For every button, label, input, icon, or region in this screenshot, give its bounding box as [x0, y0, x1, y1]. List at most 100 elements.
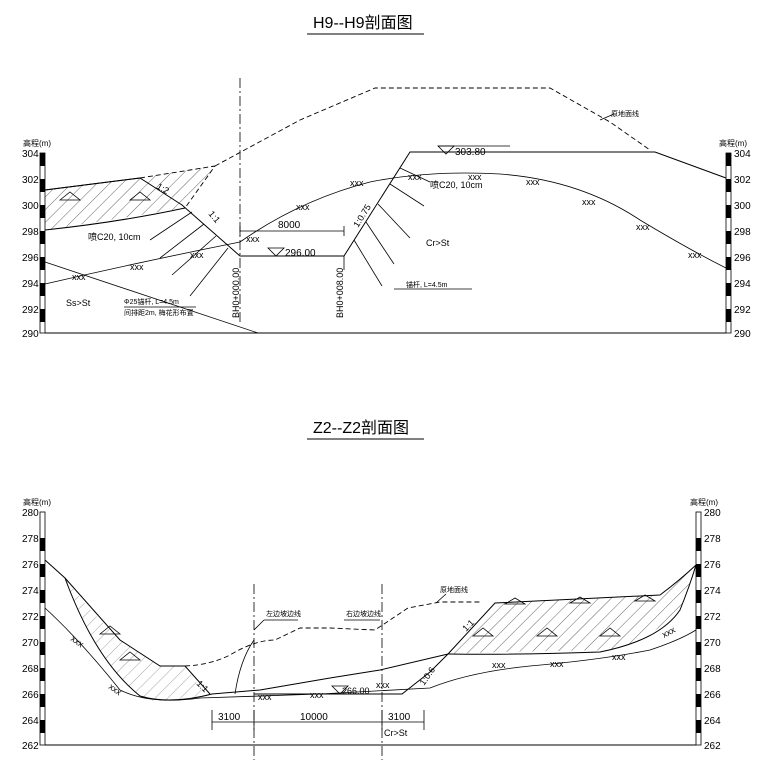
rock-mark: xxx — [408, 172, 422, 182]
h9-lower-line — [44, 261, 259, 334]
h9-title: H9--H9剖面图 — [313, 14, 413, 32]
tick-label: 274 — [22, 586, 39, 597]
fill-symbol — [633, 594, 657, 602]
tick-label: 264 — [22, 716, 39, 727]
h9-fill-area — [45, 166, 215, 230]
tick-label: 270 — [22, 638, 39, 649]
z2-right-ticks: 280 278 276 274 272 270 268 266 264 262 — [704, 508, 721, 752]
rock-mark: xxx — [636, 222, 650, 232]
rock-mark: xxx — [526, 177, 540, 187]
h9-left-ticks: 304 302 300 298 296 294 292 290 — [22, 149, 39, 340]
tick-label: 294 — [734, 279, 751, 290]
h9-rock-left: Ss>St — [66, 298, 91, 308]
tick-label: 300 — [22, 201, 39, 212]
tick-label: 270 — [704, 638, 721, 649]
rock-mark: xxx — [376, 680, 390, 690]
rock-mark: xxx — [130, 262, 144, 272]
z2-rock-curve-left — [64, 577, 213, 701]
z2-left-line-label: 左边坡边线 — [266, 609, 301, 618]
z2-right-scale-bar — [695, 511, 702, 746]
tick-label: 262 — [704, 741, 721, 752]
tick-label: 280 — [22, 508, 39, 519]
rock-mark: xxx — [350, 178, 364, 188]
tick-label: 294 — [22, 279, 39, 290]
tick-label: 276 — [704, 560, 721, 571]
rock-mark: xxx — [72, 272, 86, 282]
h9-fill-bottom-edge — [44, 207, 186, 231]
rock-mark: xxx — [582, 197, 596, 207]
rock-mark: xxx — [468, 172, 482, 182]
h9-right-elev-label: 高程(m) — [719, 138, 747, 148]
z2-fill-area-right — [448, 565, 696, 654]
tick-label: 290 — [22, 329, 39, 340]
tick-label: 266 — [22, 690, 39, 701]
tick-label: 304 — [734, 149, 751, 160]
z2-right-elev-label: 高程(m) — [690, 497, 718, 507]
h9-ground-leader — [599, 113, 615, 121]
tick-label: 296 — [734, 253, 751, 264]
z2-left-curve — [234, 639, 255, 695]
h9-left-anchors — [149, 211, 229, 297]
z2-dim-mid: 10000 — [300, 712, 328, 723]
z2-dim-left: 3100 — [218, 712, 241, 723]
z2-excavation-bottom — [211, 653, 449, 695]
fill-symbol — [598, 627, 622, 637]
tick-label: 268 — [22, 664, 39, 675]
tick-label: 292 — [22, 305, 39, 316]
z2-rock-label: Cr>St — [384, 728, 408, 738]
tick-label: 274 — [704, 586, 721, 597]
tick-label: 280 — [704, 508, 721, 519]
rock-mark: xxx — [258, 692, 272, 702]
tick-label: 292 — [734, 305, 751, 316]
h9-bottom-elev-marker — [267, 247, 285, 257]
h9-top-elev-marker — [437, 145, 455, 155]
tick-label: 278 — [704, 534, 721, 545]
z2-left-elev-label: 高程(m) — [23, 497, 51, 507]
tick-label: 272 — [704, 612, 721, 623]
rock-mark: xxx — [296, 202, 310, 212]
z2-left-ticks: 280 278 276 274 272 270 268 266 264 262 — [22, 508, 39, 752]
h9-rock-right: Cr>St — [426, 238, 450, 248]
h9-excavation-line — [44, 151, 727, 257]
h9-anchor-left-2: 间排距2m, 梅花形布置 — [124, 308, 194, 317]
h9-anchor-right: 锚杆, L=4.5m — [406, 280, 448, 289]
h9-left-scale-bar — [39, 152, 46, 334]
rock-mark: xxx — [246, 234, 260, 244]
h9-shotcrete-right: 喷C20, 10cm — [430, 180, 483, 190]
z2-title: Z2--Z2剖面图 — [313, 419, 409, 437]
z2-section: Z2--Z2剖面图 高程(m) 280 278 276 274 272 270 … — [22, 419, 721, 760]
h9-rock-line — [44, 172, 727, 285]
z2-excavation-left — [44, 559, 211, 695]
tick-label: 278 — [22, 534, 39, 545]
fill-symbol — [535, 627, 559, 637]
h9-shotcrete-left: 喷C20, 10cm — [88, 232, 141, 242]
tick-label: 276 — [22, 560, 39, 571]
fill-symbol — [568, 596, 592, 604]
z2-right-line-label: 右边坡边线 — [346, 609, 381, 618]
z2-bottom-elev: 266.00 — [342, 686, 370, 696]
z2-fill-right-bottom — [447, 564, 697, 655]
z2-left-scale-bar — [39, 511, 46, 746]
rock-mark: xxx — [492, 660, 506, 670]
h9-top-elev: 303.80 — [455, 147, 486, 158]
h9-section: H9--H9剖面图 高程(m) 304 302 300 298 296 294 … — [22, 14, 751, 340]
h9-slope-left: 1:1 — [206, 209, 222, 225]
z2-dim-right: 3100 — [388, 712, 411, 723]
h9-original-ground — [214, 87, 651, 167]
rock-mark: xxx — [107, 681, 124, 697]
z2-original-ground — [184, 601, 480, 667]
z2-fill-area-left — [45, 560, 205, 702]
rock-mark: xxx — [550, 659, 564, 669]
tick-label: 302 — [734, 175, 751, 186]
h9-left-elev-label: 高程(m) — [23, 138, 51, 148]
rock-mark: xxx — [612, 652, 626, 662]
rock-mark: xxx — [688, 250, 702, 260]
tick-label: 268 — [704, 664, 721, 675]
h9-right-scale-bar — [725, 152, 732, 334]
z2-rock-line — [44, 607, 697, 701]
h9-fill-symbol — [58, 191, 82, 201]
tick-label: 302 — [22, 175, 39, 186]
fill-symbol — [503, 597, 527, 605]
rock-mark: xxx — [190, 250, 204, 260]
